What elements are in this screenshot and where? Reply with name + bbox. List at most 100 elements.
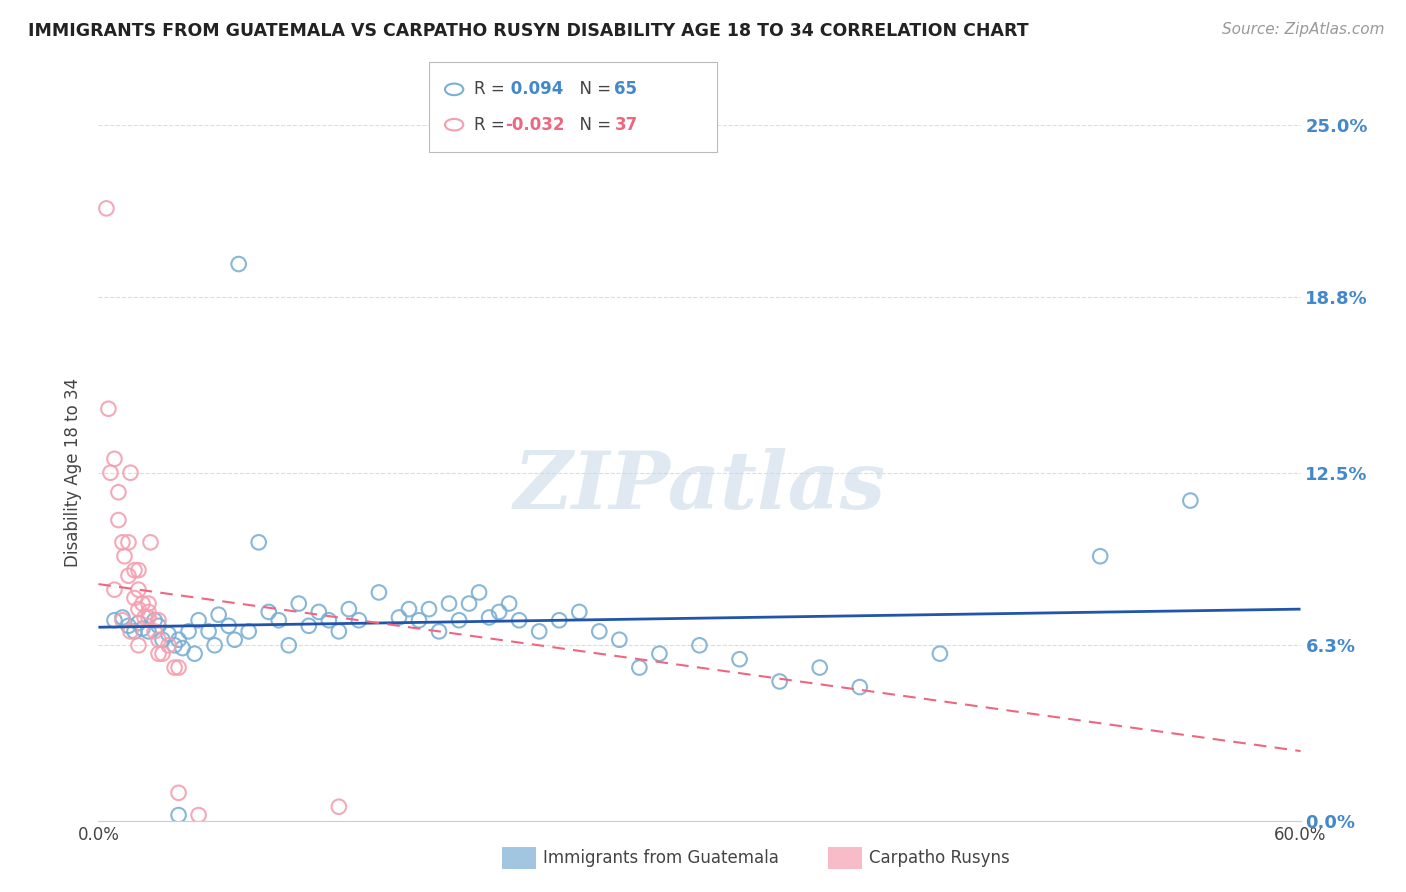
Point (187, 808, 209, 822)
Point (204, 638, 226, 652)
Point (120, 466, 142, 480)
Point (177, 624, 200, 639)
Text: Carpatho Rusyns: Carpatho Rusyns (869, 849, 1010, 867)
Point (1180, 493, 1202, 508)
Point (458, 597, 481, 611)
Point (128, 602, 150, 616)
Point (148, 619, 170, 633)
Point (529, 624, 551, 639)
Point (152, 647, 174, 661)
Point (427, 624, 450, 639)
Point (609, 632, 631, 647)
Point (208, 607, 231, 622)
Point (328, 624, 350, 639)
Point (138, 624, 160, 639)
Point (138, 605, 160, 619)
Point (728, 652, 751, 666)
Point (267, 613, 290, 627)
Point (107, 485, 129, 500)
Text: 0.094: 0.094 (505, 80, 564, 98)
Point (418, 602, 440, 616)
Point (167, 632, 190, 647)
Point (96, 202, 118, 216)
Text: 65: 65 (614, 80, 637, 98)
Point (111, 613, 134, 627)
Point (224, 632, 246, 647)
Point (568, 605, 591, 619)
Point (120, 624, 142, 639)
Point (128, 582, 150, 597)
Point (347, 613, 370, 627)
Point (117, 568, 139, 582)
Point (100, 466, 122, 480)
Point (508, 613, 530, 627)
Point (97, 401, 120, 416)
Point (808, 660, 831, 674)
Point (388, 610, 411, 624)
Point (689, 638, 711, 652)
Text: R =: R = (474, 116, 510, 134)
Point (929, 647, 952, 661)
Point (131, 622, 153, 636)
Point (172, 641, 194, 656)
Point (187, 613, 209, 627)
Point (628, 660, 651, 674)
Text: Source: ZipAtlas.com: Source: ZipAtlas.com (1222, 22, 1385, 37)
Point (143, 624, 166, 639)
Point (648, 647, 671, 661)
Point (167, 786, 190, 800)
Point (468, 585, 491, 599)
Point (228, 257, 250, 271)
Point (134, 610, 156, 624)
Y-axis label: Disability Age 18 to 34: Disability Age 18 to 34 (65, 378, 83, 567)
Point (308, 605, 330, 619)
Point (163, 638, 186, 652)
Point (107, 513, 129, 527)
Point (183, 647, 205, 661)
Point (197, 624, 219, 639)
Point (114, 549, 136, 564)
Point (124, 624, 146, 639)
Point (298, 619, 321, 633)
Point (103, 613, 125, 627)
Text: Immigrants from Guatemala: Immigrants from Guatemala (543, 849, 779, 867)
Point (167, 808, 190, 822)
Point (138, 597, 160, 611)
Point (238, 624, 260, 639)
Point (138, 610, 160, 624)
Point (111, 535, 134, 549)
Point (447, 613, 470, 627)
Point (117, 619, 139, 633)
Point (128, 615, 150, 630)
Text: -0.032: -0.032 (505, 116, 564, 134)
Point (157, 638, 180, 652)
Point (218, 619, 240, 633)
Point (148, 632, 170, 647)
Point (408, 613, 430, 627)
Point (849, 680, 872, 694)
Point (128, 563, 150, 577)
Point (148, 613, 170, 627)
Point (318, 613, 340, 627)
Point (124, 563, 146, 577)
Point (247, 535, 270, 549)
Point (103, 451, 125, 466)
Point (167, 660, 190, 674)
Point (111, 610, 134, 624)
Text: R =: R = (474, 80, 510, 98)
Point (257, 605, 280, 619)
Point (398, 602, 420, 616)
Point (437, 597, 460, 611)
Text: N =: N = (569, 80, 617, 98)
Text: ZIPatlas: ZIPatlas (513, 448, 886, 525)
Point (488, 605, 510, 619)
Text: 37: 37 (614, 116, 638, 134)
Point (117, 535, 139, 549)
Point (588, 624, 610, 639)
Point (103, 582, 125, 597)
Point (478, 610, 501, 624)
Point (163, 660, 186, 674)
Point (128, 638, 150, 652)
Point (548, 613, 571, 627)
Text: IMMIGRANTS FROM GUATEMALA VS CARPATHO RUSYN DISABILITY AGE 18 TO 34 CORRELATION : IMMIGRANTS FROM GUATEMALA VS CARPATHO RU… (28, 22, 1029, 40)
